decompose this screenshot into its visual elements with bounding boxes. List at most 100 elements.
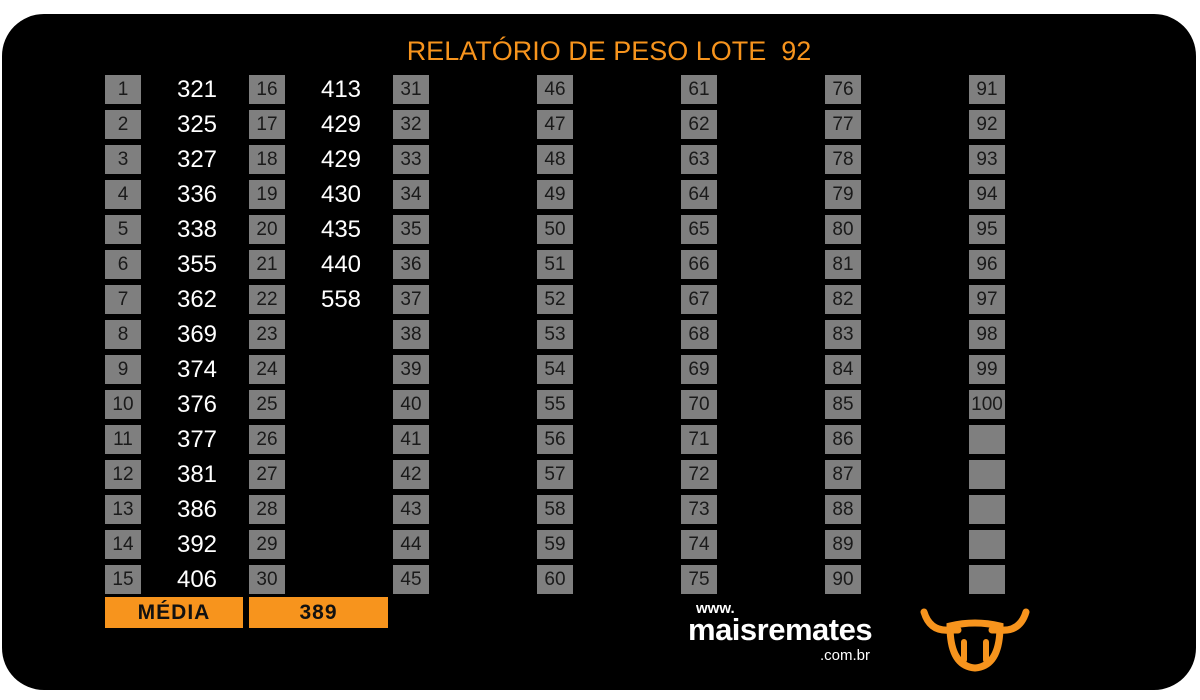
- animal-weight: 429: [320, 111, 362, 138]
- animal-number: 85: [825, 390, 861, 419]
- animal-number: 60: [537, 565, 573, 594]
- animal-number: 56: [537, 425, 573, 454]
- animal-weight: 362: [176, 286, 218, 313]
- animal-number: 81: [825, 250, 861, 279]
- animal-number: 23: [249, 320, 285, 349]
- animal-number: 64: [681, 180, 717, 209]
- animal-weight: 440: [320, 251, 362, 278]
- animal-number: 78: [825, 145, 861, 174]
- logo-name: maisremates: [688, 612, 873, 647]
- animal-weight: 386: [176, 496, 218, 523]
- animal-number: 100: [969, 390, 1005, 419]
- animal-number: 3: [105, 145, 141, 174]
- animal-number: 43: [393, 495, 429, 524]
- animal-number: 63: [681, 145, 717, 174]
- animal-number: 74: [681, 530, 717, 559]
- animal-weight: 406: [176, 566, 218, 593]
- animal-number: 86: [825, 425, 861, 454]
- animal-number: 34: [393, 180, 429, 209]
- animal-number: 7: [105, 285, 141, 314]
- animal-number: 58: [537, 495, 573, 524]
- animal-number: 13: [105, 495, 141, 524]
- animal-number: 49: [537, 180, 573, 209]
- animal-number: 87: [825, 460, 861, 489]
- animal-number: 37: [393, 285, 429, 314]
- animal-number: 92: [969, 110, 1005, 139]
- animal-number: 75: [681, 565, 717, 594]
- animal-number: 61: [681, 75, 717, 104]
- animal-number: 83: [825, 320, 861, 349]
- animal-weight: 327: [176, 146, 218, 173]
- animal-weight: 430: [320, 181, 362, 208]
- empty-slot: [969, 565, 1005, 594]
- animal-number: 47: [537, 110, 573, 139]
- animal-number: 31: [393, 75, 429, 104]
- animal-number: 6: [105, 250, 141, 279]
- animal-number: 88: [825, 495, 861, 524]
- animal-number: 77: [825, 110, 861, 139]
- animal-number: 90: [825, 565, 861, 594]
- report-title: RELATÓRIO DE PESO LOTE 92: [406, 36, 812, 66]
- animal-number: 11: [105, 425, 141, 454]
- animal-number: 98: [969, 320, 1005, 349]
- animal-number: 52: [537, 285, 573, 314]
- animal-number: 1: [105, 75, 141, 104]
- empty-slot: [969, 495, 1005, 524]
- animal-number: 20: [249, 215, 285, 244]
- animal-number: 26: [249, 425, 285, 454]
- animal-number: 55: [537, 390, 573, 419]
- animal-number: 76: [825, 75, 861, 104]
- animal-number: 94: [969, 180, 1005, 209]
- animal-number: 12: [105, 460, 141, 489]
- animal-number: 22: [249, 285, 285, 314]
- animal-number: 29: [249, 530, 285, 559]
- animal-number: 45: [393, 565, 429, 594]
- animal-number: 41: [393, 425, 429, 454]
- animal-number: 33: [393, 145, 429, 174]
- animal-number: 40: [393, 390, 429, 419]
- animal-number: 65: [681, 215, 717, 244]
- animal-weight: 321: [176, 76, 218, 103]
- animal-number: 2: [105, 110, 141, 139]
- animal-number: 48: [537, 145, 573, 174]
- animal-number: 5: [105, 215, 141, 244]
- animal-number: 46: [537, 75, 573, 104]
- animal-weight: 336: [176, 181, 218, 208]
- animal-number: 44: [393, 530, 429, 559]
- animal-number: 80: [825, 215, 861, 244]
- animal-number: 16: [249, 75, 285, 104]
- animal-number: 51: [537, 250, 573, 279]
- animal-number: 70: [681, 390, 717, 419]
- animal-number: 28: [249, 495, 285, 524]
- animal-weight: 558: [320, 286, 362, 313]
- animal-number: 66: [681, 250, 717, 279]
- animal-number: 96: [969, 250, 1005, 279]
- animal-number: 97: [969, 285, 1005, 314]
- animal-number: 21: [249, 250, 285, 279]
- animal-number: 99: [969, 355, 1005, 384]
- animal-number: 72: [681, 460, 717, 489]
- animal-number: 50: [537, 215, 573, 244]
- animal-number: 24: [249, 355, 285, 384]
- animal-number: 42: [393, 460, 429, 489]
- animal-number: 25: [249, 390, 285, 419]
- animal-weight: 338: [176, 216, 218, 243]
- animal-number: 17: [249, 110, 285, 139]
- animal-number: 73: [681, 495, 717, 524]
- animal-weight: 429: [320, 146, 362, 173]
- animal-number: 89: [825, 530, 861, 559]
- animal-number: 27: [249, 460, 285, 489]
- animal-number: 68: [681, 320, 717, 349]
- animal-number: 38: [393, 320, 429, 349]
- empty-slot: [969, 530, 1005, 559]
- animal-weight: 325: [176, 111, 218, 138]
- bull-logo: [920, 608, 1030, 672]
- animal-number: 4: [105, 180, 141, 209]
- animal-number: 67: [681, 285, 717, 314]
- animal-number: 19: [249, 180, 285, 209]
- empty-slot: [969, 460, 1005, 489]
- animal-number: 10: [105, 390, 141, 419]
- animal-number: 91: [969, 75, 1005, 104]
- animal-number: 30: [249, 565, 285, 594]
- animal-weight: 376: [176, 391, 218, 418]
